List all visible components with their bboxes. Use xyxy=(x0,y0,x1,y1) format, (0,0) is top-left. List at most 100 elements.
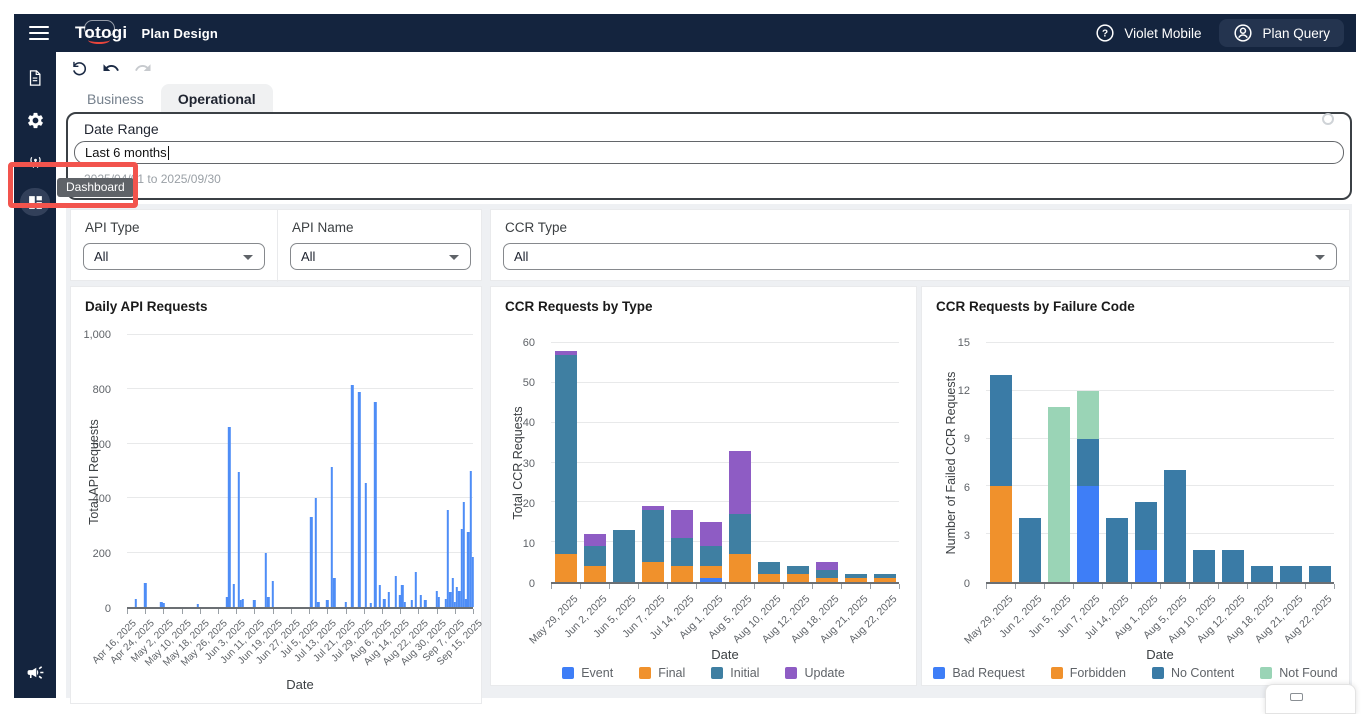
bar-segment[interactable] xyxy=(990,375,1012,487)
bar[interactable] xyxy=(228,427,230,607)
bar-segment[interactable] xyxy=(642,562,664,582)
ccr-type-select[interactable]: All xyxy=(503,243,1337,270)
bar[interactable] xyxy=(378,585,380,607)
bar-segment[interactable] xyxy=(729,554,751,582)
bar-segment[interactable] xyxy=(671,510,693,538)
bar[interactable] xyxy=(344,602,346,607)
bar[interactable] xyxy=(351,385,353,607)
bar[interactable] xyxy=(419,595,421,607)
bar[interactable] xyxy=(233,584,235,607)
bar-segment[interactable] xyxy=(1106,518,1128,582)
bar-segment[interactable] xyxy=(990,486,1012,582)
bar[interactable] xyxy=(144,583,146,607)
stacked-bar[interactable] xyxy=(787,343,809,582)
bar[interactable] xyxy=(196,604,198,607)
feedback-widget[interactable] xyxy=(1265,684,1356,714)
bar[interactable] xyxy=(424,600,426,607)
api-name-select[interactable]: All xyxy=(290,243,471,270)
bar-segment[interactable] xyxy=(1164,470,1186,582)
legend-item[interactable]: Forbidden xyxy=(1051,666,1126,680)
bar[interactable] xyxy=(326,600,328,607)
plan-query-button[interactable]: Plan Query xyxy=(1219,19,1344,47)
stacked-bar[interactable] xyxy=(642,343,664,582)
bar-segment[interactable] xyxy=(584,546,606,566)
bar[interactable] xyxy=(415,572,417,607)
bar-segment[interactable] xyxy=(729,451,751,515)
help-icon[interactable]: ? xyxy=(1095,23,1115,43)
legend-item[interactable]: No Content xyxy=(1152,666,1234,680)
bar-segment[interactable] xyxy=(1135,550,1157,582)
antenna-icon[interactable] xyxy=(20,148,50,176)
bar-segment[interactable] xyxy=(816,578,838,582)
bar[interactable] xyxy=(358,392,360,607)
bar[interactable] xyxy=(404,602,406,607)
stacked-bar[interactable] xyxy=(729,343,751,582)
bar-segment[interactable] xyxy=(816,562,838,570)
bar-segment[interactable] xyxy=(1309,566,1331,582)
stacked-bar[interactable] xyxy=(671,343,693,582)
legend-item[interactable]: Final xyxy=(639,666,685,680)
tab-operational[interactable]: Operational xyxy=(161,84,273,114)
bar[interactable] xyxy=(383,599,385,607)
bar-segment[interactable] xyxy=(1019,518,1041,582)
legend-item[interactable]: Update xyxy=(785,666,844,680)
bar[interactable] xyxy=(369,603,371,607)
bar[interactable] xyxy=(135,599,137,607)
documents-icon[interactable] xyxy=(20,64,50,92)
bar-segment[interactable] xyxy=(816,570,838,578)
stacked-bar[interactable] xyxy=(1048,343,1070,582)
stacked-bar[interactable] xyxy=(1280,343,1302,582)
date-range-input[interactable]: Last 6 months xyxy=(74,141,1344,164)
stacked-bar[interactable] xyxy=(1309,343,1331,582)
bar[interactable] xyxy=(438,597,440,607)
stacked-bar[interactable] xyxy=(1019,343,1041,582)
bar-segment[interactable] xyxy=(642,510,664,562)
bar-segment[interactable] xyxy=(1077,439,1099,487)
announcement-icon[interactable] xyxy=(20,658,50,686)
bar-segment[interactable] xyxy=(1280,566,1302,582)
bar-segment[interactable] xyxy=(1135,502,1157,550)
bar-segment[interactable] xyxy=(555,554,577,582)
bar-segment[interactable] xyxy=(787,566,809,574)
legend-item[interactable]: Initial xyxy=(711,666,759,680)
bar[interactable] xyxy=(267,597,269,607)
legend-item[interactable]: Event xyxy=(562,666,613,680)
bar[interactable] xyxy=(253,600,255,607)
stacked-bar[interactable] xyxy=(758,343,780,582)
bar-segment[interactable] xyxy=(1077,486,1099,582)
stacked-bar[interactable] xyxy=(1222,343,1244,582)
bar[interactable] xyxy=(365,483,367,607)
reset-icon[interactable] xyxy=(68,57,90,79)
stacked-bar[interactable] xyxy=(874,343,896,582)
tab-business[interactable]: Business xyxy=(70,84,161,114)
bar-segment[interactable] xyxy=(1251,566,1273,582)
bar-segment[interactable] xyxy=(700,546,722,566)
date-range-corner-icon[interactable] xyxy=(1322,113,1334,125)
stacked-bar[interactable] xyxy=(555,343,577,582)
bar-segment[interactable] xyxy=(758,562,780,574)
settings-gear-icon[interactable] xyxy=(20,106,50,134)
bar[interactable] xyxy=(333,578,335,607)
api-type-select[interactable]: All xyxy=(83,243,265,270)
stacked-bar[interactable] xyxy=(1164,343,1186,582)
bar[interactable] xyxy=(463,502,465,607)
bar[interactable] xyxy=(310,517,312,607)
bar-segment[interactable] xyxy=(584,534,606,546)
bar-segment[interactable] xyxy=(1077,391,1099,439)
bar-segment[interactable] xyxy=(671,566,693,582)
undo-icon[interactable] xyxy=(100,57,122,79)
bar[interactable] xyxy=(388,592,390,607)
stacked-bar[interactable] xyxy=(1135,343,1157,582)
bar-segment[interactable] xyxy=(787,574,809,582)
redo-icon[interactable] xyxy=(132,57,154,79)
bar[interactable] xyxy=(237,472,239,607)
legend-item[interactable]: Bad Request xyxy=(933,666,1024,680)
bar[interactable] xyxy=(271,581,273,607)
stacked-bar[interactable] xyxy=(1077,343,1099,582)
bar-segment[interactable] xyxy=(700,566,722,578)
bar-segment[interactable] xyxy=(555,355,577,554)
dashboard-icon[interactable] xyxy=(20,188,50,216)
bar[interactable] xyxy=(315,498,317,607)
bar[interactable] xyxy=(374,402,376,607)
bar[interactable] xyxy=(242,599,244,607)
